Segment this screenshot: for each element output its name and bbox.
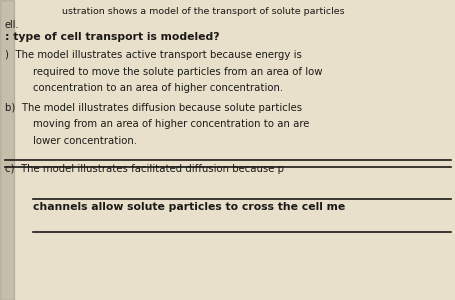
Text: b)  The model illustrates diffusion because solute particles: b) The model illustrates diffusion becau…: [5, 103, 301, 112]
Text: moving from an area of higher concentration to an are: moving from an area of higher concentrat…: [33, 119, 308, 129]
Text: )  The model illustrates active transport because energy is: ) The model illustrates active transport…: [5, 50, 301, 60]
Bar: [0, 0, 14, 300]
Text: ell.: ell.: [5, 20, 19, 29]
Text: ustration shows a model of the transport of solute particles: ustration shows a model of the transport…: [61, 8, 344, 16]
Text: : type of cell transport is modeled?: : type of cell transport is modeled?: [5, 32, 219, 41]
Text: required to move the solute particles from an area of low: required to move the solute particles fr…: [33, 67, 322, 76]
Text: channels allow solute particles to cross the cell me: channels allow solute particles to cross…: [33, 202, 344, 212]
Text: concentration to an area of higher concentration.: concentration to an area of higher conce…: [33, 83, 283, 93]
Text: c)  The model illustrates facilitated diffusion because p: c) The model illustrates facilitated dif…: [5, 164, 283, 174]
Text: lower concentration.: lower concentration.: [33, 136, 136, 146]
